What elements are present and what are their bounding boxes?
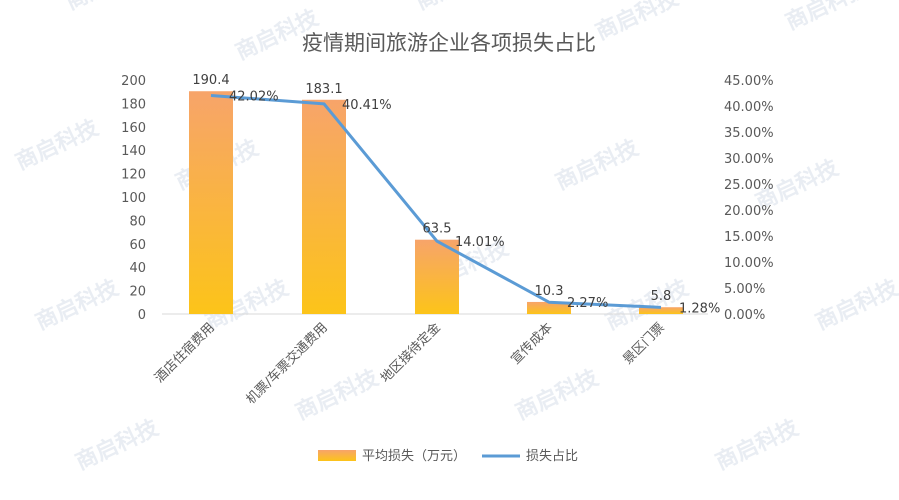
- line-data-label: 14.01%: [455, 235, 505, 250]
- legend-bar-swatch: [318, 450, 356, 461]
- right-tick-label: 15.00%: [724, 230, 774, 245]
- right-tick-label: 0.00%: [724, 308, 765, 323]
- right-tick-label: 30.00%: [724, 152, 774, 167]
- legend: 平均损失（万元） 损失占比: [318, 449, 578, 464]
- line-path: [210, 94, 662, 309]
- left-tick-label: 0: [138, 308, 146, 323]
- legend-line-label: 损失占比: [526, 449, 578, 464]
- right-tick-label: 25.00%: [724, 178, 774, 193]
- category-labels: 酒店住宿费用 机票/车票交通费用 地区接待定金 宣传成本 景区门票: [151, 320, 667, 408]
- bar-data-labels: 190.4 183.1 63.5 10.3 5.8: [192, 73, 671, 304]
- left-tick-label: 200: [121, 74, 146, 89]
- bar-series: [189, 91, 683, 315]
- right-tick-label: 45.00%: [724, 74, 774, 89]
- bar-data-label: 63.5: [423, 222, 452, 237]
- line-data-labels: 42.02% 40.41% 14.01% 2.27% 1.28%: [229, 89, 720, 316]
- bar-data-label: 183.1: [305, 82, 342, 97]
- bar: [302, 99, 346, 314]
- right-tick-label: 40.00%: [724, 100, 774, 115]
- line-data-label: 40.41%: [342, 98, 392, 113]
- watermark-text: 商启科技: [412, 0, 504, 15]
- bar: [639, 307, 683, 314]
- bar-data-label: 5.8: [651, 289, 672, 304]
- left-axis-ticks: 0 20 40 60 80 100 120 140 160 180 200: [121, 74, 146, 323]
- right-tick-label: 20.00%: [724, 204, 774, 219]
- right-tick-label: 5.00%: [724, 282, 765, 297]
- watermark-text: 商启科技: [72, 414, 164, 475]
- bar: [415, 239, 459, 314]
- line-data-label: 2.27%: [567, 296, 608, 311]
- legend-bar-label: 平均损失（万元）: [362, 449, 466, 464]
- left-tick-label: 160: [121, 121, 146, 136]
- watermark-text: 商启科技: [712, 414, 804, 475]
- line-data-label: 42.02%: [229, 89, 279, 104]
- watermark-text: 商启科技: [12, 114, 104, 175]
- watermark-text: 商启科技: [292, 364, 384, 425]
- right-axis-ticks: 0.00% 5.00% 10.00% 15.00% 20.00% 25.00% 30.00%…: [724, 74, 774, 323]
- watermark-text: 商启科技: [32, 274, 124, 335]
- left-tick-label: 20: [129, 285, 146, 300]
- left-tick-label: 180: [121, 97, 146, 112]
- watermark-text: 商启科技: [512, 364, 604, 425]
- chart-title: 疫情期间旅游企业各项损失占比: [302, 31, 596, 55]
- category-label: 酒店住宿费用: [151, 320, 217, 386]
- left-tick-label: 140: [121, 144, 146, 159]
- right-tick-label: 35.00%: [724, 126, 774, 141]
- watermark-text: 商启科技: [782, 0, 874, 35]
- bar-data-label: 190.4: [192, 73, 229, 88]
- bar: [527, 301, 571, 314]
- left-tick-label: 80: [129, 214, 146, 229]
- category-label: 地区接待定金: [377, 320, 443, 386]
- line-series: [210, 94, 662, 309]
- watermark-text: 商启科技: [592, 0, 684, 45]
- right-tick-label: 10.00%: [724, 256, 774, 271]
- left-tick-label: 100: [121, 191, 146, 206]
- bar-data-label: 10.3: [535, 284, 564, 299]
- watermark-text: 商启科技: [552, 134, 644, 195]
- line-data-label: 1.28%: [679, 301, 720, 316]
- left-tick-label: 40: [129, 261, 146, 276]
- bar: [189, 91, 233, 315]
- watermark-text: 商启科技: [812, 274, 899, 335]
- left-tick-label: 120: [121, 168, 146, 183]
- watermark-text: 商启科技: [62, 0, 154, 15]
- category-label: 宣传成本: [508, 320, 556, 368]
- left-tick-label: 60: [129, 238, 146, 253]
